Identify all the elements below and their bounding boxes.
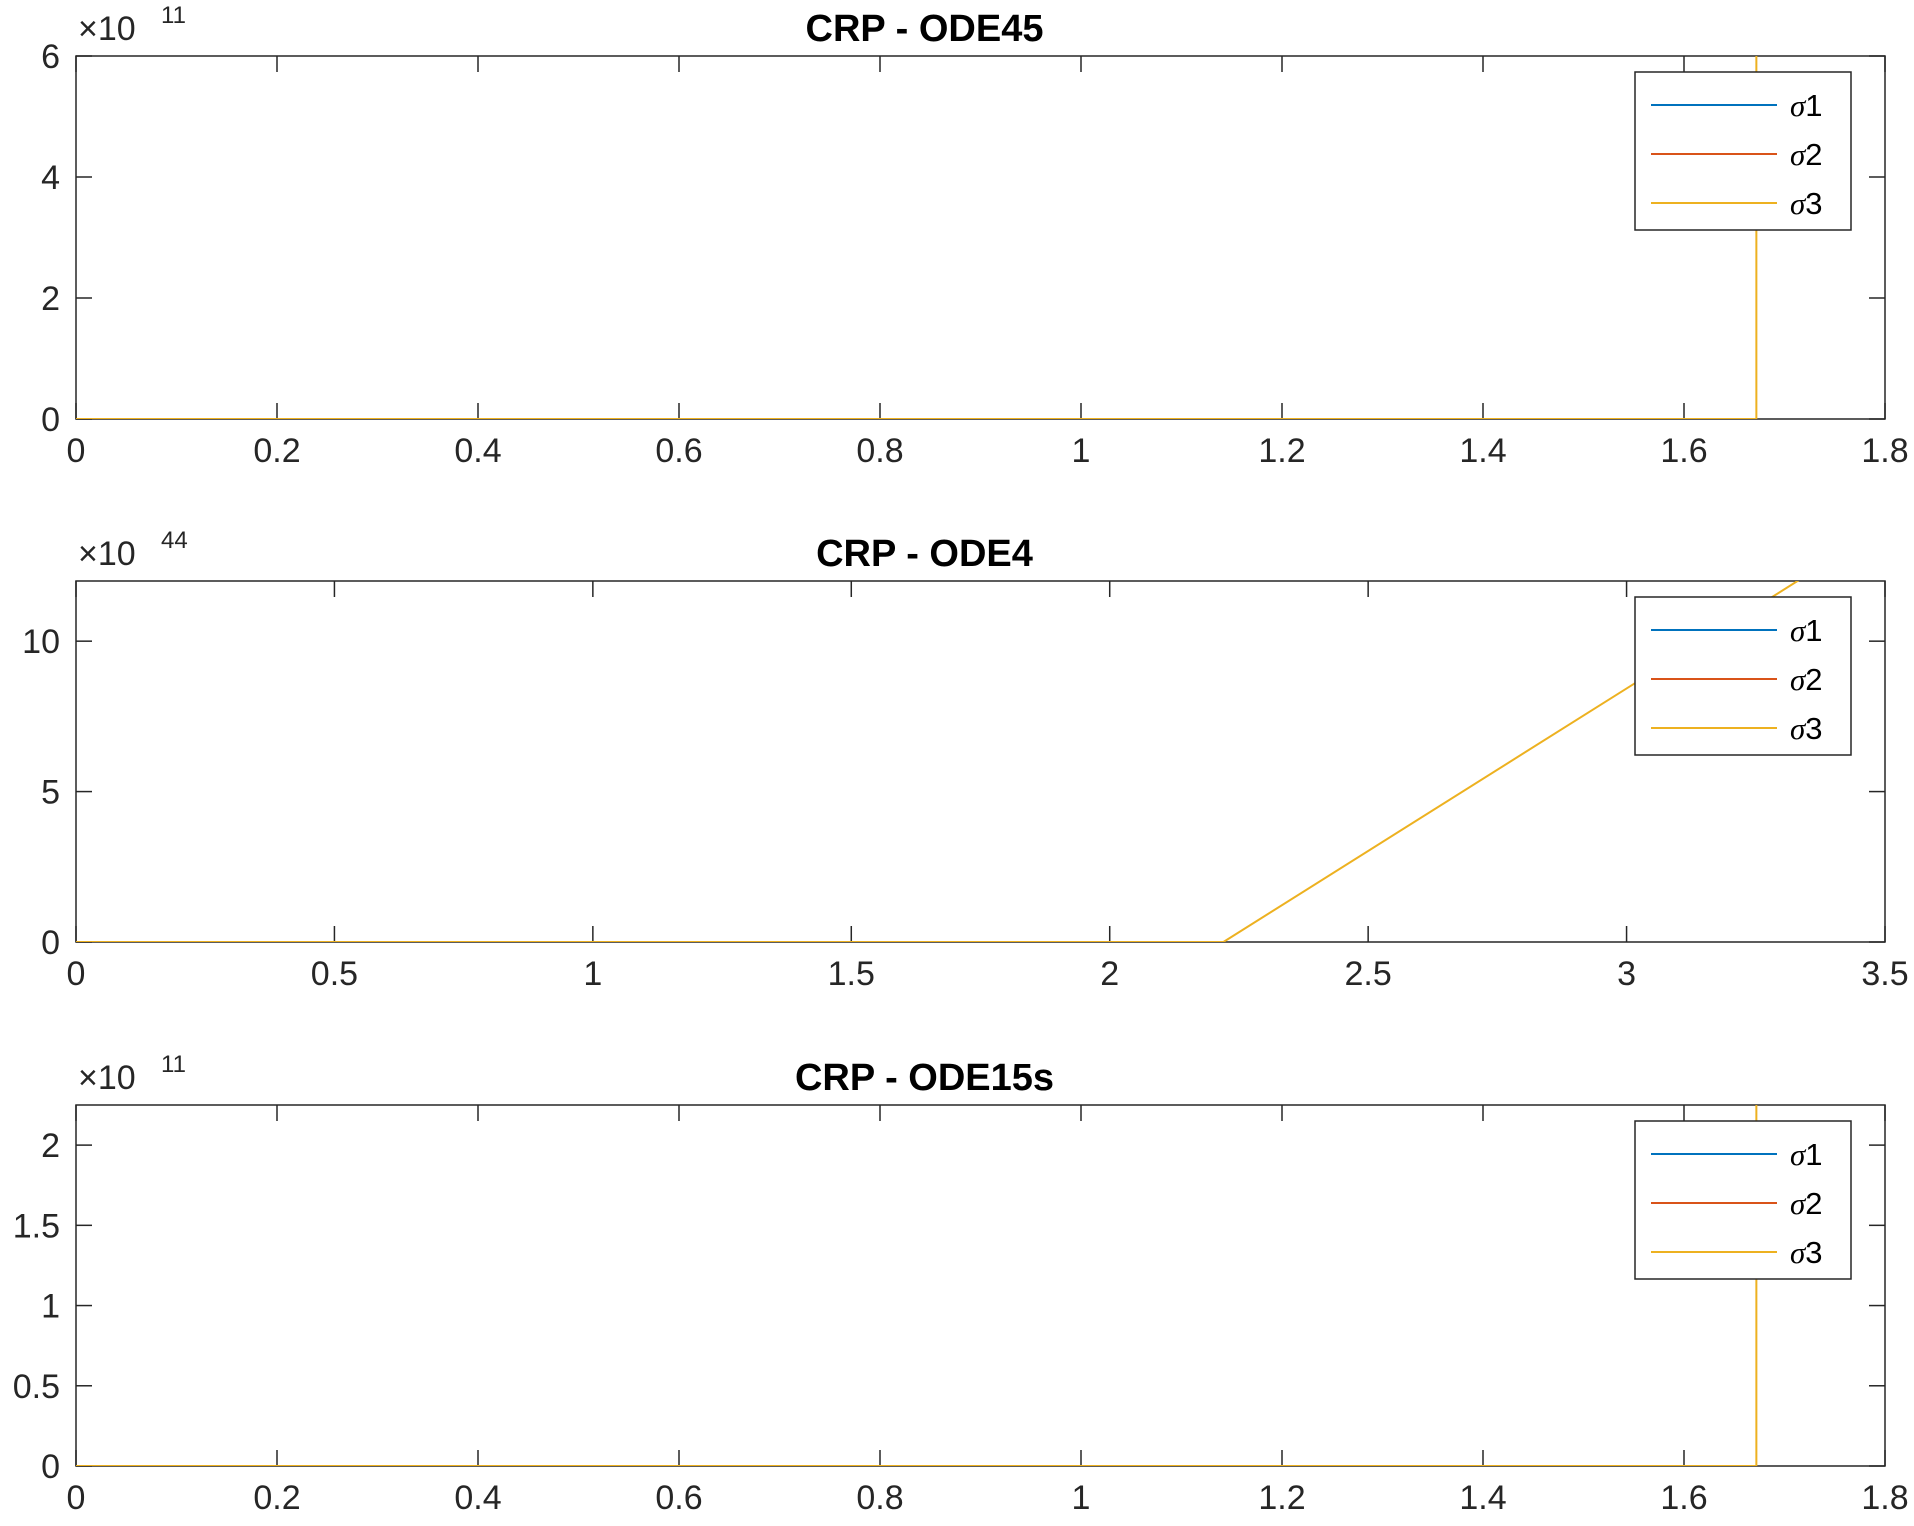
y-tick-label: 2	[41, 1127, 60, 1165]
x-tick-label: 0	[67, 955, 86, 993]
y-tick-label: 6	[41, 38, 60, 76]
x-tick-label: 1	[1072, 432, 1091, 470]
y-tick-label: 0.5	[13, 1368, 60, 1406]
x-tick-label: 1.4	[1459, 432, 1506, 470]
legend-label-1: σ1	[1790, 1137, 1823, 1172]
y-exponent-label: ×10	[78, 10, 136, 48]
legend-label-2: σ2	[1790, 137, 1823, 172]
chart-title: CRP - ODE4	[816, 533, 1033, 575]
x-tick-label: 2.5	[1345, 955, 1392, 993]
x-tick-label: 0.2	[253, 432, 300, 470]
x-tick-label: 0.8	[856, 1479, 903, 1517]
x-tick-label: 0	[67, 432, 86, 470]
y-tick-label: 1	[41, 1288, 60, 1326]
chart-title: CRP - ODE15s	[795, 1057, 1054, 1099]
axes-box	[75, 580, 1886, 943]
y-exponent-label: ×10	[78, 535, 136, 573]
y-tick-label: 1.5	[13, 1207, 60, 1245]
y-tick-label: 0	[41, 401, 60, 439]
legend-label-2: σ2	[1790, 662, 1823, 697]
y-exponent-power: 11	[161, 2, 186, 29]
x-tick-label: 1	[1072, 1479, 1091, 1517]
y-exponent-label: ×10	[78, 1059, 136, 1097]
x-tick-label: 1.6	[1660, 432, 1707, 470]
y-tick-label: 10	[22, 623, 60, 661]
x-tick-label: 2	[1100, 955, 1119, 993]
legend: σ1 σ2 σ3	[1634, 1120, 1852, 1280]
axes-box	[75, 1104, 1886, 1467]
x-tick-label: 1.6	[1660, 1479, 1707, 1517]
legend-label-3: σ3	[1790, 1235, 1823, 1270]
legend-label-3: σ3	[1790, 711, 1823, 746]
x-tick-label: 0.5	[311, 955, 358, 993]
y-exponent-power: 11	[161, 1051, 186, 1078]
series-line-3	[76, 581, 1800, 942]
y-tick-label: 2	[41, 280, 60, 318]
x-tick-label: 1.2	[1258, 432, 1305, 470]
legend-label-1: σ1	[1790, 88, 1823, 123]
x-tick-label: 0.6	[655, 432, 702, 470]
x-tick-label: 1.5	[828, 955, 875, 993]
x-tick-label: 3	[1617, 955, 1636, 993]
legend-label-3: σ3	[1790, 186, 1823, 221]
y-tick-label: 0	[41, 924, 60, 962]
x-tick-label: 3.5	[1861, 955, 1908, 993]
legend: σ1 σ2 σ3	[1634, 596, 1852, 756]
y-tick-label: 4	[41, 159, 60, 197]
x-tick-label: 1	[583, 955, 602, 993]
x-tick-label: 0	[67, 1479, 86, 1517]
x-tick-label: 1.4	[1459, 1479, 1506, 1517]
x-tick-label: 0.8	[856, 432, 903, 470]
legend-label-2: σ2	[1790, 1186, 1823, 1221]
x-tick-label: 1.8	[1861, 1479, 1908, 1517]
y-exponent-power: 44	[161, 527, 188, 554]
chart-title: CRP - ODE45	[806, 8, 1044, 50]
y-tick-label: 0	[41, 1448, 60, 1486]
y-tick-label: 5	[41, 774, 60, 812]
legend-label-1: σ1	[1790, 613, 1823, 648]
x-tick-label: 0.2	[253, 1479, 300, 1517]
x-tick-label: 0.4	[454, 1479, 501, 1517]
x-tick-label: 0.6	[655, 1479, 702, 1517]
chart-1: 0 0.2 0.4 0.6 0.8 1 1.2 1.4 1.6 1.8 0 2 4 6 ×10 11 CRP -…	[41, 2, 1909, 470]
axes-box	[75, 55, 1886, 420]
chart-3: 0 0.2 0.4 0.6 0.8 1 1.2 1.4 1.6 1.8 0 0.5 1 1.5 2 ×10 11…	[13, 1051, 1909, 1517]
x-tick-label: 1.8	[1861, 432, 1908, 470]
series-group	[76, 581, 1800, 942]
x-tick-label: 1.2	[1258, 1479, 1305, 1517]
x-tick-label: 0.4	[454, 432, 501, 470]
legend: σ1 σ2 σ3	[1634, 71, 1852, 231]
